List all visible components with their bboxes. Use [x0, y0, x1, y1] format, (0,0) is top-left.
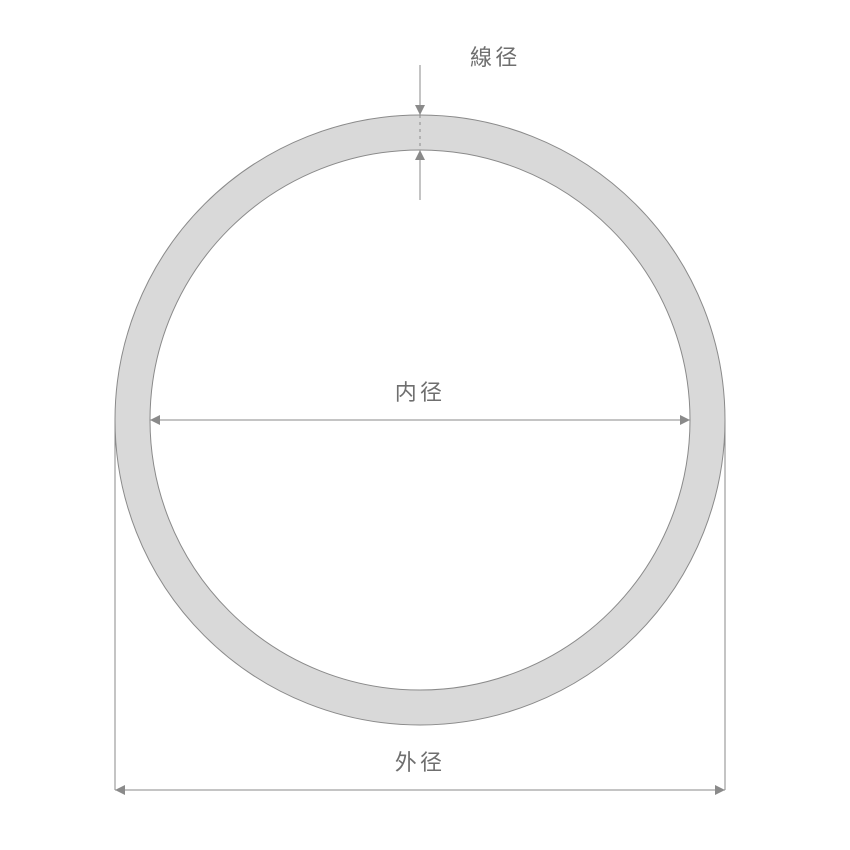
inner-diameter-label: 内径 — [395, 380, 446, 405]
outer-diameter-label: 外径 — [395, 750, 446, 775]
ring-dimension-diagram: 線径 内径 外径 — [0, 0, 850, 850]
wire-diameter-label: 線径 — [470, 45, 521, 70]
